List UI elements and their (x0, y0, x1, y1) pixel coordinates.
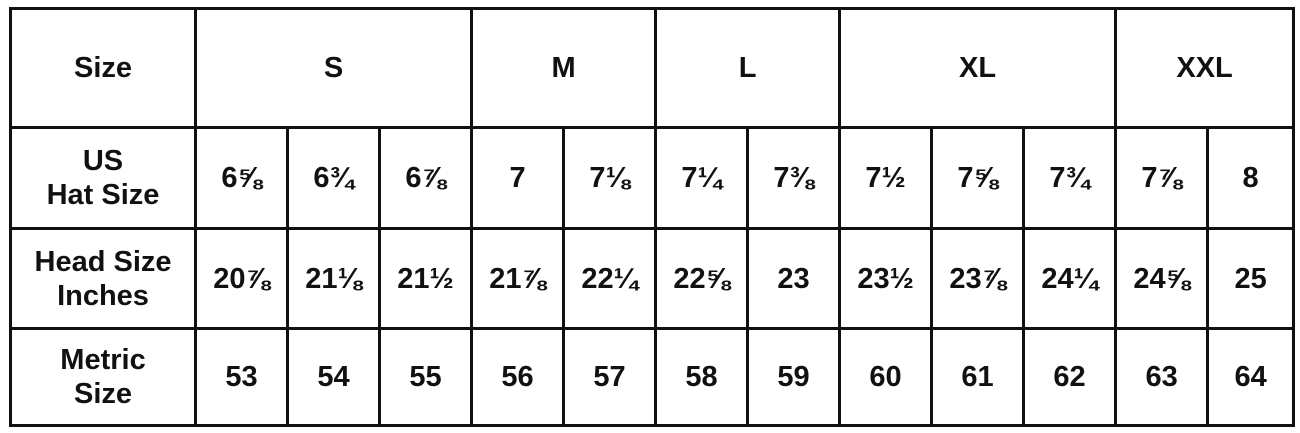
table-cell: 7⅞ (1114, 126, 1210, 230)
table-cell: 56 (470, 327, 566, 427)
table-cell: 24⅝ (1114, 227, 1210, 330)
table-cell: 54 (286, 327, 381, 427)
row-label: US Hat Size (9, 126, 197, 230)
size-group-s: S (193, 7, 474, 129)
table-cell: 7½ (838, 126, 934, 230)
table-cell: 22⅝ (654, 227, 750, 330)
table-cell: 23 (746, 227, 842, 330)
table-cell: 63 (1114, 327, 1210, 427)
size-group-l: L (654, 7, 842, 129)
us-hat-size-row: US Hat Size 6⅝ 6¾ 6⅞ 7 7⅛ 7¼ 7⅜ 7½ 7⅝ 7¾ 7⅞ 8 (9, 126, 1296, 230)
table-cell: 23½ (838, 227, 934, 330)
row-label-line: Head Size (34, 245, 172, 278)
table-cell: 7⅝ (930, 126, 1026, 230)
metric-size-row: Metric Size 53 54 55 56 57 58 59 60 61 62 63 64 (9, 327, 1296, 427)
hat-size-chart: Size S M L XL XXL US Hat Size 6⅝ 6¾ 6⅞ 7 7⅛ 7¼ 7… (9, 7, 1296, 427)
table-cell: 25 (1206, 227, 1296, 330)
table-cell: 7⅜ (746, 126, 842, 230)
table-cell: 21½ (377, 227, 474, 330)
row-label-line: Size (73, 378, 133, 410)
row-label-line: Inches (57, 279, 149, 312)
table-cell: 21⅛ (286, 227, 381, 330)
table-cell: 64 (1206, 327, 1296, 427)
table-cell: 55 (377, 327, 474, 427)
table-cell: 21⅞ (470, 227, 566, 330)
table-cell: 23⅞ (930, 227, 1026, 330)
row-label-line: Metric (60, 344, 146, 376)
table-cell: 58 (654, 327, 750, 427)
table-cell: 22¼ (562, 227, 658, 330)
table-cell: 6⅝ (194, 126, 289, 230)
row-label: Metric Size (9, 327, 197, 427)
table-cell: 8 (1206, 126, 1296, 230)
row-label-line: US (82, 145, 124, 177)
table-cell: 57 (562, 327, 658, 427)
table-cell: 61 (930, 327, 1026, 427)
table-cell: 6⅞ (377, 126, 474, 230)
size-group-xxl: XXL (1114, 7, 1296, 129)
table-cell: 60 (838, 327, 934, 427)
table-cell: 7¼ (654, 126, 750, 230)
row-label-line: Hat Size (46, 179, 160, 211)
size-group-m: M (470, 7, 658, 129)
table-cell: 59 (746, 327, 842, 427)
table-cell: 62 (1022, 327, 1118, 427)
head-size-inches-row: Head Size Inches 20⅞ 21⅛ 21½ 21⅞ 22¼ 22⅝ 23 23½ 23… (9, 227, 1296, 330)
table-cell: 24¼ (1022, 227, 1118, 330)
table-cell: 7⅛ (562, 126, 658, 230)
table-cell: 53 (194, 327, 289, 427)
size-header: Size (9, 7, 197, 129)
row-label: Head Size Inches (9, 227, 197, 330)
table-cell: 7 (470, 126, 566, 230)
table-cell: 20⅞ (194, 227, 289, 330)
header-row: Size S M L XL XXL (9, 7, 1296, 129)
size-group-xl: XL (838, 7, 1118, 129)
table-cell: 7¾ (1022, 126, 1118, 230)
table-cell: 6¾ (286, 126, 381, 230)
